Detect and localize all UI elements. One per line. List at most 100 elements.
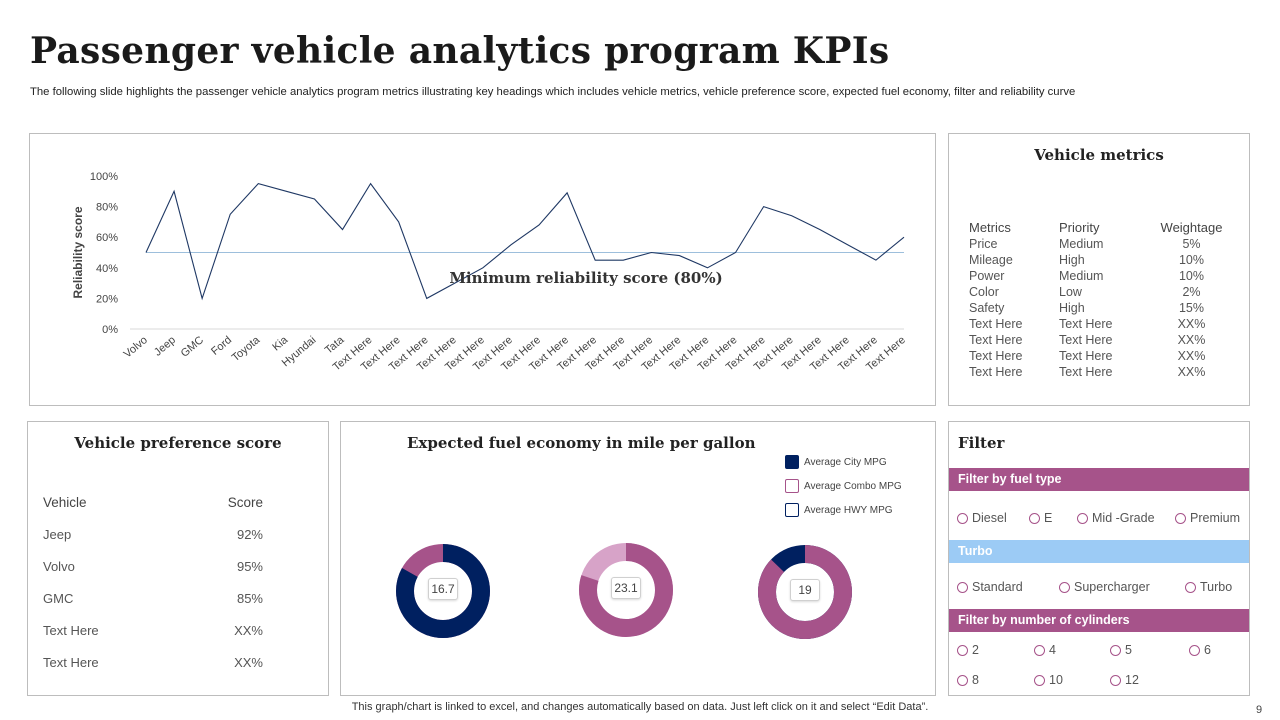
metric-priority: High [1059,301,1085,315]
x-tick-label: Jeep [152,334,178,359]
radio-label: Mid -Grade [1092,511,1155,525]
preference-score: XX% [234,623,263,638]
cylinder-radio[interactable]: 2 [957,643,979,657]
cylinder-radio[interactable]: 5 [1110,643,1132,657]
legend-label: Average Combo MPG [804,480,902,492]
preference-header-vehicle: Vehicle [43,495,87,510]
preference-row: Volvo 95% [43,558,273,590]
radio-label: 4 [1049,643,1056,657]
cylinder-radio[interactable]: 10 [1034,673,1063,687]
vehicle-metrics-panel: Vehicle metrics Metrics Priority Weighta… [948,133,1250,406]
radio-circle-icon[interactable] [957,644,968,656]
metric-weightage: XX% [1177,349,1206,363]
radio-circle-icon[interactable] [1059,581,1070,593]
radio-label: Turbo [1200,580,1233,594]
radio-circle-icon[interactable] [1110,674,1121,686]
preference-row: Text Here XX% [43,622,273,654]
radio-circle-icon[interactable] [957,512,968,524]
metric-priority: Text Here [1059,349,1113,363]
metric-name: Price [969,237,998,251]
metric-priority: High [1059,253,1085,267]
radio-circle-icon[interactable] [1077,512,1088,524]
fuel-type-radio[interactable]: E [1029,511,1052,525]
y-tick-label: 80% [96,202,118,214]
metric-weightage: 5% [1182,237,1201,251]
fuel-donut-chart[interactable] [395,543,491,639]
preference-row: Jeep 92% [43,526,273,558]
radio-circle-icon[interactable] [957,674,968,686]
cylinder-radio[interactable]: 8 [957,673,979,687]
metric-weightage: 10% [1178,269,1205,283]
legend-swatch [785,455,799,469]
legend-label: Average HWY MPG [804,504,893,516]
turbo-radio[interactable]: Standard [957,580,1023,594]
preference-header-row: Vehicle Score [43,494,273,526]
preference-vehicle: Text Here [43,655,99,670]
reliability-chart-panel[interactable]: 0% 20% 40% 60% 80% 100% Reliability score Volvo… [29,133,936,406]
y-tick-label: 0% [102,324,118,336]
radio-circle-icon[interactable] [1034,674,1045,686]
preference-vehicle: Jeep [43,527,72,542]
radio-circle-icon[interactable] [1029,512,1040,524]
metrics-header-metrics: Metrics [969,220,1011,235]
donut-value-arc [758,545,852,639]
fuel-economy-panel[interactable]: Expected fuel economy in mile per gallon… [340,421,936,696]
metrics-row: Color Low 2% [969,284,1234,300]
reliability-chart[interactable]: 0% 20% 40% 60% 80% 100% Reliability score Volvo… [30,134,935,405]
metrics-row: Power Medium 10% [969,268,1234,284]
metric-name: Text Here [969,333,1023,347]
turbo-radio[interactable]: Supercharger [1059,580,1150,594]
radio-circle-icon[interactable] [1034,644,1045,656]
legend-swatch [785,503,799,517]
radio-label: 6 [1204,643,1211,657]
x-tick-label: Volvo [122,334,150,360]
preference-row: GMC 85% [43,590,273,622]
footnote: This graph/chart is linked to excel, and… [351,701,929,713]
page-title: Passenger vehicle analytics program KPIs [30,30,890,72]
radio-circle-icon[interactable] [1175,512,1186,524]
preference-score: 85% [236,591,263,606]
donut-value-arc [579,543,673,637]
radio-label: E [1044,511,1053,525]
radio-label: 8 [972,673,979,687]
radio-circle-icon[interactable] [1110,644,1121,656]
fuel-type-radio[interactable]: Diesel [957,511,1007,525]
metric-priority: Text Here [1059,333,1113,347]
metric-priority: Low [1059,285,1082,299]
cylinder-radio[interactable]: 4 [1034,643,1056,657]
cylinder-radio[interactable]: 6 [1189,643,1211,657]
cylinder-radio[interactable]: 12 [1110,673,1139,687]
metric-weightage: 15% [1178,301,1205,315]
metric-weightage: XX% [1177,333,1206,347]
preference-vehicle: GMC [43,591,74,606]
reliability-score-line[interactable] [145,182,905,301]
fuel-type-radio[interactable]: Premium [1175,511,1240,525]
metric-priority: Text Here [1059,317,1113,331]
turbo-radio[interactable]: Turbo [1185,580,1232,594]
preference-score: XX% [234,655,263,670]
fuel-donut-chart[interactable] [757,544,853,640]
radio-circle-icon[interactable] [1185,581,1196,593]
fuel-donut-chart[interactable] [578,542,674,638]
filter-title: Filter [958,434,1005,452]
metrics-header-priority: Priority [1059,220,1100,235]
page-number: 9 [1256,704,1263,716]
fuel-type-radio[interactable]: Mid -Grade [1077,511,1155,525]
radio-circle-icon[interactable] [957,581,968,593]
x-tick-label: Toyota [230,334,263,365]
metric-weightage: 2% [1182,285,1201,299]
vehicle-preference-table: Vehicle Score Jeep 92% Volvo 95% GMC 85% Text … [43,494,273,686]
donut-value-label: 19 [790,579,820,601]
donut-value-arc [396,544,490,638]
metrics-header-weightage: Weightage [1160,220,1223,235]
metric-priority: Text Here [1059,365,1113,379]
metric-priority: Medium [1059,237,1104,251]
x-tick-label: Kia [270,334,291,354]
metric-name: Color [969,285,999,299]
filter-fuel-type-header: Filter by fuel type [949,468,1249,491]
metric-name: Text Here [969,349,1023,363]
radio-circle-icon[interactable] [1189,644,1200,656]
legend-item: Average City MPG [785,450,902,474]
metrics-row: Mileage High 10% [969,252,1234,268]
metrics-row: Text Here Text Here XX% [969,364,1234,380]
